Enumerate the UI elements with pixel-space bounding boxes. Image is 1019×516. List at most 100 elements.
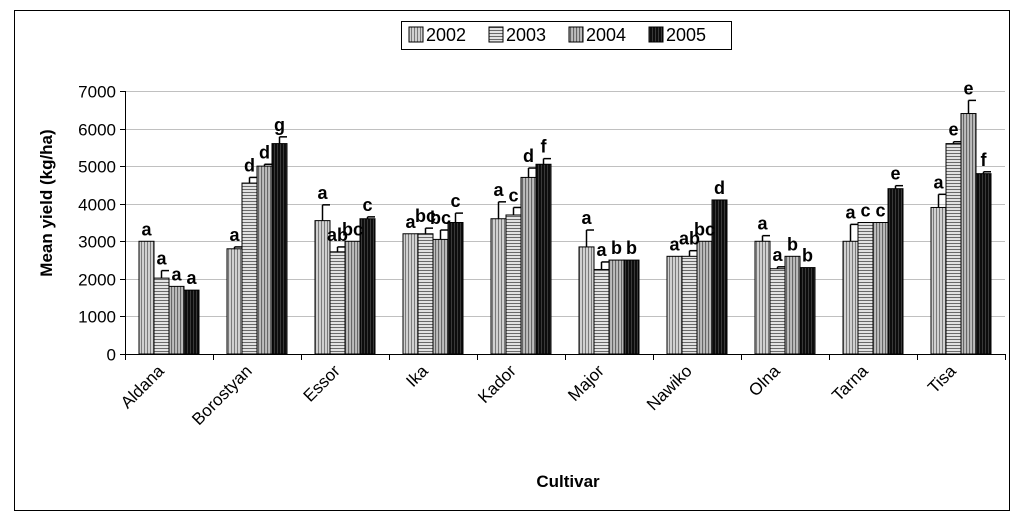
bar-2004 [256,165,273,355]
data-label: bc [694,219,715,239]
bar-2005 [887,188,904,355]
data-label: a [772,245,783,265]
bar-2005 [799,267,816,355]
legend-label: 2004 [586,25,626,45]
bar-2004 [344,240,361,355]
data-label: b [802,246,813,266]
legend-swatch-2002 [408,26,424,43]
legend-label: 2003 [506,25,546,45]
bar-2005 [183,289,200,355]
data-label: e [948,120,958,140]
bar-2005 [711,199,728,355]
bar-2003 [241,182,258,355]
data-label: a [933,172,944,192]
data-label: d [523,146,534,166]
bar-2002 [930,206,947,355]
bar-2003 [769,268,786,355]
bar-2002 [490,218,507,355]
data-label: g [274,115,285,135]
data-label: e [890,164,900,184]
data-label: d [259,142,270,162]
bar-2005 [623,259,640,355]
data-label: a [171,264,182,284]
bar-2004 [608,259,625,355]
data-label: a [229,225,240,245]
y-tick-label: 4000 [78,196,116,215]
bars [138,99,992,355]
y-tick-label: 1000 [78,308,116,327]
data-label: a [317,183,328,203]
data-label: a [845,202,856,222]
bar-2003 [857,222,874,355]
data-label: d [714,178,725,198]
data-label: c [875,201,885,221]
bar-2002 [402,233,419,355]
legend-swatch-2003 [488,26,504,43]
data-label: c [508,185,518,205]
bar-2003 [593,268,610,355]
bar-2004 [960,113,977,355]
data-label: ab [679,229,700,249]
legend-label: 2005 [666,25,706,45]
bar-2005 [535,163,552,355]
y-tick-label: 7000 [78,83,116,102]
data-label: b [611,238,622,258]
data-label: a [141,219,152,239]
data-label: f [981,150,988,170]
bar-2003 [153,277,170,355]
bar-2003 [945,143,962,355]
data-label: a [405,212,416,232]
bar-2004 [168,285,185,355]
bar-2004 [520,176,537,355]
bar-2005 [975,173,992,355]
legend: 2002 2003 2004 2005 [401,21,732,50]
bar-2004 [784,255,801,355]
data-label: a [186,268,197,288]
bar-2002 [666,255,683,355]
data-label: bc [430,208,451,228]
bar-2003 [329,251,346,355]
bar-2004 [696,240,713,355]
data-label: bc [342,219,363,239]
bar-2002 [842,240,859,355]
data-label: e [963,78,973,98]
legend-label: 2002 [426,25,466,45]
bar-2005 [447,222,464,355]
bar-2002 [138,240,155,355]
data-label: c [860,201,870,221]
data-label: a [156,249,167,269]
x-axis-title: Cultivar [536,472,600,491]
y-tick-label: 0 [107,346,116,365]
data-label: a [596,240,607,260]
legend-swatch-2005 [648,26,664,43]
bar-2002 [226,248,243,355]
data-label: c [450,191,460,211]
data-label: d [244,155,255,175]
bar-2005 [271,143,288,355]
data-label: a [669,234,680,254]
bar-2002 [754,240,771,355]
data-label: a [493,180,504,200]
data-label: c [362,195,372,215]
data-label: b [787,234,798,254]
bar-2003 [505,214,522,355]
data-label: bc [415,206,436,226]
bar-2004 [432,238,449,355]
y-tick-label: 6000 [78,121,116,140]
bar-2004 [872,222,889,355]
y-tick-label: 5000 [78,158,116,177]
y-axis-title: Mean yield (kg/ha) [37,129,56,276]
data-label: a [757,214,768,234]
legend-box [401,21,732,50]
data-label: b [626,238,637,258]
data-label: ab [327,225,348,245]
bar-2002 [578,246,595,355]
bar-2003 [417,233,434,355]
data-label: f [541,137,548,157]
y-tick-label: 3000 [78,233,116,252]
data-label: a [581,208,592,228]
bar-2003 [681,255,698,355]
